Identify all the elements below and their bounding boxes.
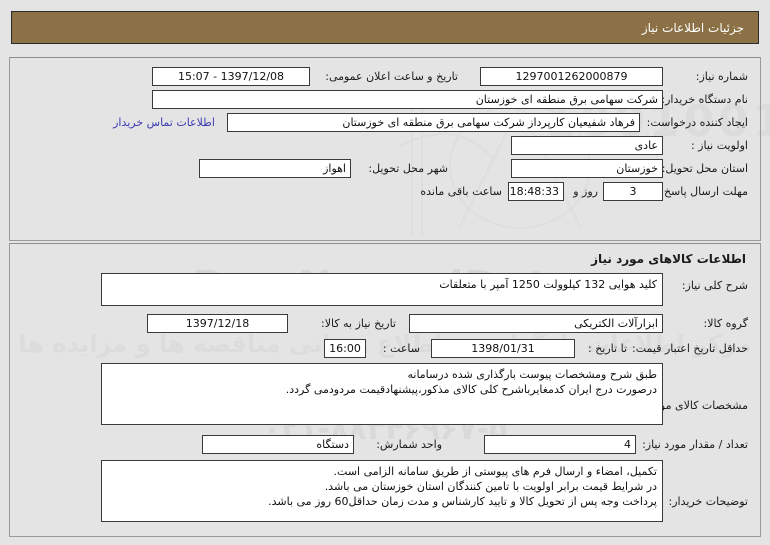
label-need-date: تاریخ نیاز به کالا:: [321, 317, 396, 330]
field-need-number[interactable]: 1297001262000879: [480, 67, 663, 86]
label-priority: اولویت نیاز :: [690, 139, 748, 152]
label-deadline-suffix: ساعت باقی مانده: [420, 185, 502, 198]
specs-line-1: طبق شرح ومشخصات پیوست بارگذاری شده درسام…: [407, 368, 657, 381]
field-deadline-time[interactable]: 18:48:33: [508, 182, 564, 201]
field-unit[interactable]: دستگاه: [202, 435, 354, 454]
field-province[interactable]: خوزستان: [511, 159, 663, 178]
label-buyer-notes: توضیحات خریدار:: [668, 495, 749, 508]
field-price-validity-date[interactable]: 1398/01/31: [431, 339, 575, 358]
buyer-notes-line-2: در شرایط قیمت برابر اولویت با تامین کنند…: [324, 480, 657, 493]
buyer-notes-line-1: تکمیل، امضاء و ارسال فرم های پیوستی از ط…: [333, 465, 657, 478]
label-public-announce: تاریخ و ساعت اعلان عمومی:: [325, 70, 458, 83]
label-price-validity: حداقل تاریخ اعتبار قیمت:: [632, 342, 748, 355]
label-city: شهر محل تحویل:: [368, 162, 448, 175]
field-quantity[interactable]: 4: [484, 435, 636, 454]
label-price-validity-time: ساعت :: [382, 342, 420, 355]
label-goods-group: گروه کالا:: [703, 317, 748, 330]
label-quantity: تعداد / مقدار مورد نیاز:: [642, 438, 748, 451]
buyer-notes-line-3: پرداخت وجه پس از تحویل کالا و تایید کارش…: [268, 495, 657, 508]
label-deadline: مهلت ارسال پاسخ:: [660, 185, 748, 198]
field-creator[interactable]: فرهاد شفیعیان کارپرداز شرکت سهامی برق من…: [227, 113, 640, 132]
field-buyer-notes[interactable]: تکمیل، امضاء و ارسال فرم های پیوستی از ط…: [101, 460, 663, 522]
field-buyer-org[interactable]: شرکت سهامی برق منطقه ای خوزستان: [152, 90, 663, 109]
goods-section-title: اطلاعات کالاهای مورد نیاز: [591, 252, 746, 266]
specs-line-2: درصورت درج ایران کدمغایرباشرح کلی کالای …: [285, 383, 657, 396]
buyer-contact-link[interactable]: اطلاعات تماس خریدار: [113, 116, 215, 129]
field-general-desc[interactable]: کلید هوایی 132 کیلوولت 1250 آمپر با متعل…: [101, 273, 663, 306]
label-province: استان محل تحویل:: [661, 162, 748, 175]
field-goods-group[interactable]: ابزارآلات الکتریکی: [409, 314, 663, 333]
field-need-date[interactable]: 1397/12/18: [147, 314, 288, 333]
request-info-panel: شماره نیاز: 1297001262000879 تاریخ و ساع…: [9, 57, 761, 241]
page-title: جزئیات اطلاعات نیاز: [641, 20, 744, 35]
label-buyer-org: نام دستگاه خریدار:: [661, 93, 748, 106]
label-price-validity-until: تا تاریخ :: [588, 342, 627, 355]
goods-info-panel: اطلاعات کالاهای مورد نیاز شرح کلی نیاز: …: [9, 243, 761, 537]
field-deadline-days[interactable]: 3: [603, 182, 663, 201]
label-need-number: شماره نیاز:: [695, 70, 748, 83]
field-specs[interactable]: طبق شرح ومشخصات پیوست بارگذاری شده درسام…: [101, 363, 663, 425]
field-price-validity-time[interactable]: 16:00: [324, 339, 366, 358]
label-general-desc: شرح کلی نیاز:: [681, 279, 748, 292]
field-city[interactable]: اهواز: [199, 159, 351, 178]
field-public-announce[interactable]: 1397/12/08 - 15:07: [152, 67, 310, 86]
label-unit: واحد شمارش:: [376, 438, 442, 451]
field-priority[interactable]: عادی: [511, 136, 663, 155]
page-header-bar: جزئیات اطلاعات نیاز: [11, 11, 759, 44]
label-deadline-mid: روز و: [573, 185, 598, 198]
general-desc-line: کلید هوایی 132 کیلوولت 1250 آمپر با متعل…: [439, 278, 657, 291]
label-creator: ایجاد کننده درخواست:: [646, 116, 748, 129]
